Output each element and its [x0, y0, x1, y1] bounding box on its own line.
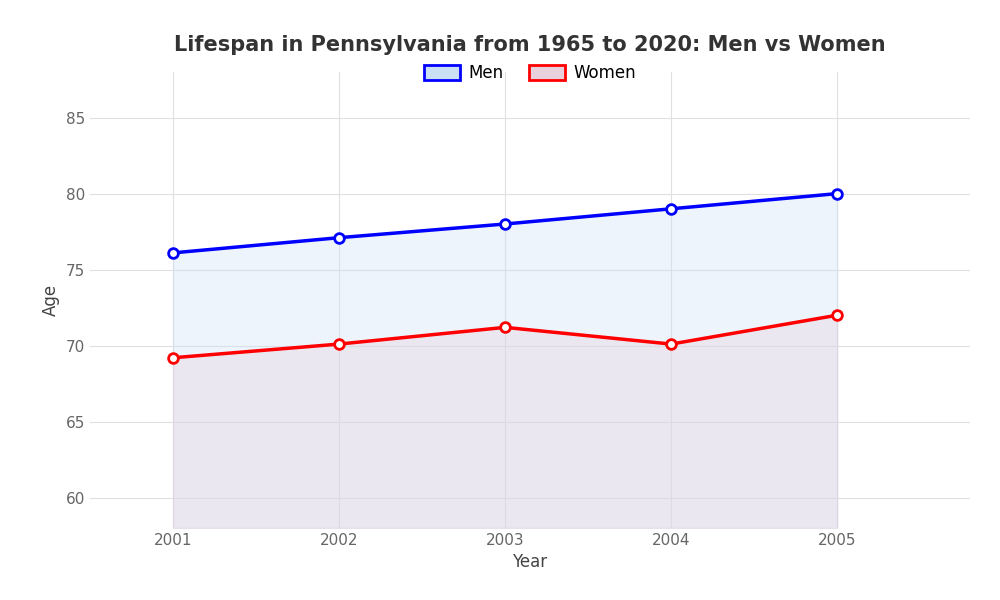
Y-axis label: Age: Age: [42, 284, 60, 316]
Title: Lifespan in Pennsylvania from 1965 to 2020: Men vs Women: Lifespan in Pennsylvania from 1965 to 20…: [174, 35, 886, 55]
Legend: Men, Women: Men, Women: [417, 58, 643, 89]
X-axis label: Year: Year: [512, 553, 548, 571]
